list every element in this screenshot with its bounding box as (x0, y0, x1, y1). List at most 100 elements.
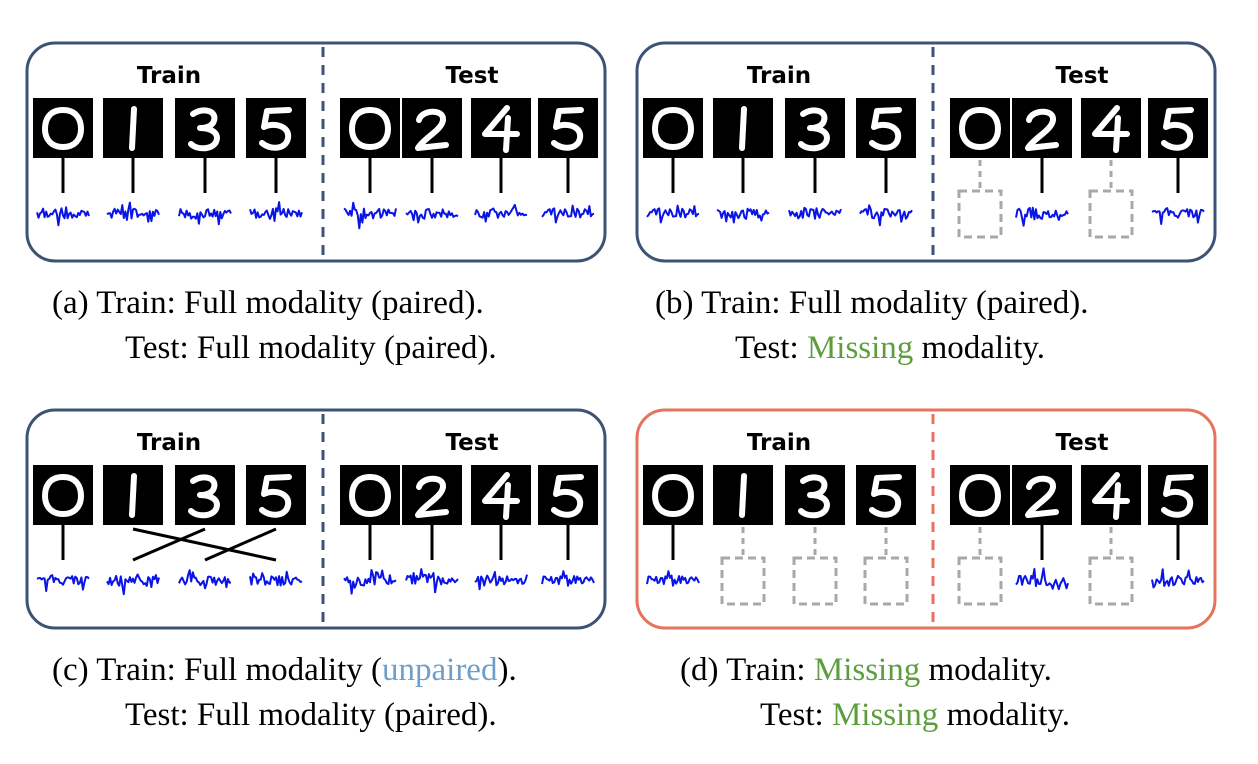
digit-glyph (42, 474, 84, 517)
audio-waveform (36, 206, 90, 227)
missing-audio-placeholder (1088, 556, 1134, 606)
digit-image-0 (340, 465, 400, 525)
caption-d-line1: (d) Train: Missing modality. (680, 652, 1052, 688)
digit-glyph (482, 472, 520, 520)
digit-glyph (42, 107, 84, 150)
audio-waveform (178, 569, 231, 590)
panel-d: Train Test (635, 408, 1217, 630)
digit-image-2 (402, 465, 462, 525)
digit-glyph (1025, 108, 1059, 151)
audio-waveform (1151, 568, 1205, 589)
missing-audio-placeholder (720, 556, 766, 606)
digit-glyph (1161, 107, 1194, 151)
train-header: Train (137, 63, 201, 89)
missing-audio-placeholder (792, 556, 838, 606)
caption-text: (b) Train: Full modality (paired). (655, 285, 1089, 321)
audio-waveform (405, 208, 459, 224)
train-header: Train (747, 63, 811, 89)
digit-image-4 (1081, 98, 1141, 158)
caption-a-line1: (a) Train: Full modality (paired). (52, 285, 484, 321)
digit-image-5 (856, 465, 916, 525)
digit-glyph (652, 107, 694, 150)
caption-text: Test: (735, 330, 807, 366)
digit-image-2 (1012, 98, 1072, 158)
audio-waveform (1015, 206, 1069, 227)
digit-glyph (869, 107, 902, 151)
caption-text: (c) Train: Full modality ( (52, 652, 382, 688)
caption-text: Test: Full modality (paired). (125, 330, 497, 366)
unpaired-connector (132, 527, 277, 562)
unpaired-connector (204, 527, 277, 562)
digit-image-0 (33, 465, 93, 525)
digit-image-3 (785, 98, 845, 158)
digit-image-5 (538, 98, 598, 158)
digit-glyph (188, 474, 220, 519)
digit-glyph (349, 474, 391, 517)
caption-highlight: Missing (807, 330, 913, 366)
caption-text: (a) Train: Full modality (paired). (52, 285, 484, 321)
panel-b: Train Test (635, 41, 1217, 263)
missing-audio-placeholder (1088, 189, 1134, 239)
caption-highlight: Missing (814, 652, 920, 688)
panel-c: Train Test (25, 408, 607, 630)
unpaired-connector (132, 527, 206, 562)
digit-image-5 (1148, 465, 1208, 525)
digit-glyph (259, 107, 292, 151)
audio-waveform (106, 201, 160, 223)
caption-text: modality. (920, 652, 1052, 688)
caption-text: Test: Full modality (paired). (125, 697, 497, 733)
digit-glyph (959, 107, 1001, 150)
digit-image-5 (856, 98, 916, 158)
caption-b-line1: (b) Train: Full modality (paired). (655, 285, 1089, 321)
audio-waveform (405, 568, 459, 594)
digit-image-2 (402, 98, 462, 158)
digit-image-3 (175, 98, 235, 158)
test-header: Test (446, 63, 499, 89)
digit-glyph (798, 107, 830, 152)
missing-audio-placeholder (863, 556, 909, 606)
caption-a-line2: Test: Full modality (paired). (125, 330, 497, 366)
digit-glyph (959, 474, 1001, 517)
digit-glyph (798, 474, 830, 519)
digit-glyph (551, 107, 584, 151)
digit-glyph (415, 475, 449, 518)
caption-text: ). (497, 652, 516, 688)
digit-image-0 (340, 98, 400, 158)
audio-waveform (178, 208, 232, 226)
digit-image-5 (246, 98, 306, 158)
audio-waveform (1015, 567, 1069, 591)
digit-image-4 (1081, 465, 1141, 525)
digit-image-0 (33, 98, 93, 158)
caption-b-line2: Test: Missing modality. (735, 330, 1045, 366)
digit-glyph (259, 474, 292, 518)
audio-waveform (541, 204, 595, 224)
digit-image-3 (175, 465, 235, 525)
digit-glyph (869, 474, 902, 518)
caption-highlight: unpaired (382, 652, 498, 688)
test-header: Test (1056, 63, 1109, 89)
train-header: Train (137, 430, 201, 456)
digit-image-1 (103, 465, 163, 525)
caption-highlight: Missing (832, 697, 938, 733)
digit-image-4 (471, 98, 531, 158)
panel-border (25, 408, 607, 630)
digit-image-0 (950, 98, 1010, 158)
train-header: Train (747, 430, 811, 456)
digit-image-5 (246, 465, 306, 525)
audio-waveform (646, 570, 700, 587)
digit-image-1 (103, 98, 163, 158)
audio-waveform (249, 570, 303, 587)
digit-image-3 (785, 465, 845, 525)
digit-glyph (415, 108, 449, 151)
missing-audio-placeholder (957, 189, 1003, 239)
audio-waveform (343, 569, 397, 595)
digit-glyph (129, 106, 137, 151)
caption-c-line2: Test: Full modality (paired). (125, 697, 497, 733)
panel-a: Train Test (25, 41, 607, 263)
digit-glyph (129, 473, 137, 518)
caption-text: modality. (938, 697, 1070, 733)
caption-text: Test: (760, 697, 832, 733)
caption-text: modality. (913, 330, 1045, 366)
audio-waveform (646, 204, 700, 224)
audio-waveform (716, 207, 770, 224)
